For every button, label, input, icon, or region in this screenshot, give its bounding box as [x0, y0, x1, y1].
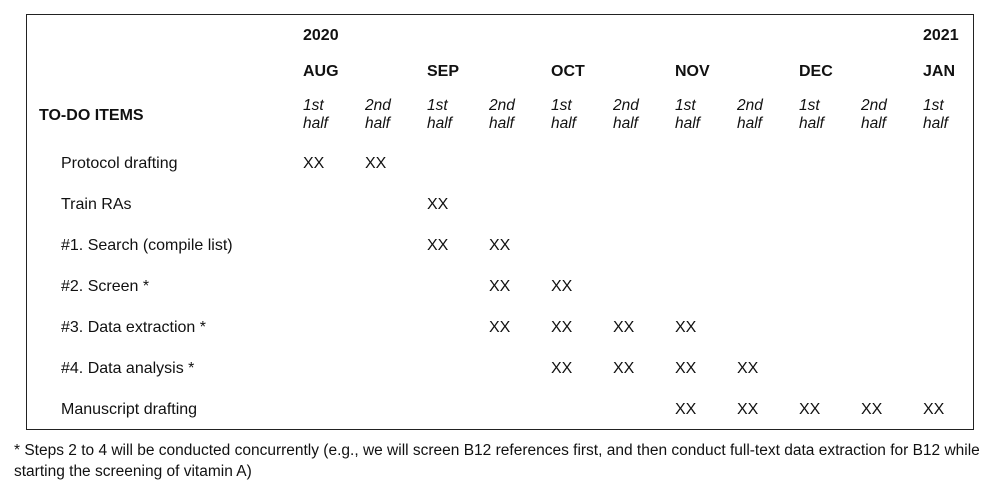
month-label: DEC [799, 63, 833, 80]
footnote: * Steps 2 to 4 will be conducted concurr… [14, 442, 980, 480]
half-ordinal: 1st [675, 97, 696, 114]
schedule-mark: XX [613, 360, 635, 377]
half-month-label: 2nd half [489, 97, 515, 133]
half-ordinal: 2nd [365, 97, 391, 114]
half-word: half [489, 115, 514, 132]
schedule-mark: XX [427, 237, 449, 254]
schedule-mark: XX [737, 360, 759, 377]
month-label: OCT [551, 63, 585, 80]
half-ordinal: 1st [303, 97, 324, 114]
half-word: half [427, 115, 452, 132]
task-label: #2. Screen * [61, 278, 150, 295]
half-ordinal: 1st [551, 97, 572, 114]
schedule-mark: XX [675, 319, 697, 336]
half-month-label: 1st half [675, 97, 700, 133]
half-month-label: 1st half [427, 97, 452, 133]
half-month-label: 1st half [923, 97, 948, 133]
half-month-label: 1st half [303, 97, 328, 133]
schedule-mark: XX [861, 401, 883, 418]
half-word: half [737, 115, 762, 132]
schedule-mark: XX [799, 401, 821, 418]
half-word: half [861, 115, 886, 132]
half-ordinal: 2nd [861, 97, 887, 114]
month-label: SEP [427, 63, 460, 80]
schedule-mark: XX [551, 360, 573, 377]
half-month-label: 2nd half [861, 97, 887, 133]
task-label: Train RAs [61, 196, 132, 213]
half-ordinal: 1st [799, 97, 820, 114]
year-label: 2020 [303, 27, 339, 44]
half-word: half [799, 115, 824, 132]
schedule-mark: XX [427, 196, 449, 213]
schedule-mark: XX [303, 155, 325, 172]
schedule-mark: XX [675, 401, 697, 418]
half-word: half [365, 115, 390, 132]
half-word: half [923, 115, 948, 132]
schedule-mark: XX [489, 278, 511, 295]
year-label: 2021 [923, 27, 959, 44]
half-month-label: 2nd half [365, 97, 391, 133]
task-label: #4. Data analysis * [61, 360, 195, 377]
half-month-label: 1st half [551, 97, 576, 133]
half-month-label: 1st half [799, 97, 824, 133]
month-label: NOV [675, 63, 710, 80]
schedule-table: TO-DO ITEMS 2020 2021 AUG SEP OCT NOV DEC JAN 1s… [26, 14, 974, 430]
half-ordinal: 1st [923, 97, 944, 114]
month-label: AUG [303, 63, 339, 80]
schedule-mark: XX [923, 401, 945, 418]
task-label: Manuscript drafting [61, 401, 198, 418]
half-ordinal: 2nd [489, 97, 515, 114]
task-label: Protocol drafting [61, 155, 178, 172]
half-word: half [613, 115, 638, 132]
task-label: #3. Data extraction * [61, 319, 206, 336]
schedule-mark: XX [613, 319, 635, 336]
half-ordinal: 2nd [737, 97, 763, 114]
schedule-mark: XX [551, 319, 573, 336]
month-label: JAN [923, 63, 956, 80]
half-ordinal: 1st [427, 97, 448, 114]
schedule-mark: XX [489, 237, 511, 254]
schedule-mark: XX [551, 278, 573, 295]
schedule-mark: XX [489, 319, 511, 336]
task-label: #1. Search (compile list) [61, 237, 233, 254]
schedule-mark: XX [737, 401, 759, 418]
half-word: half [675, 115, 700, 132]
half-ordinal: 2nd [613, 97, 639, 114]
todo-items-header: TO-DO ITEMS [39, 107, 144, 124]
half-month-label: 2nd half [613, 97, 639, 133]
half-word: half [551, 115, 576, 132]
half-month-label: 2nd half [737, 97, 763, 133]
schedule-mark: XX [365, 155, 387, 172]
schedule-mark: XX [675, 360, 697, 377]
half-word: half [303, 115, 328, 132]
